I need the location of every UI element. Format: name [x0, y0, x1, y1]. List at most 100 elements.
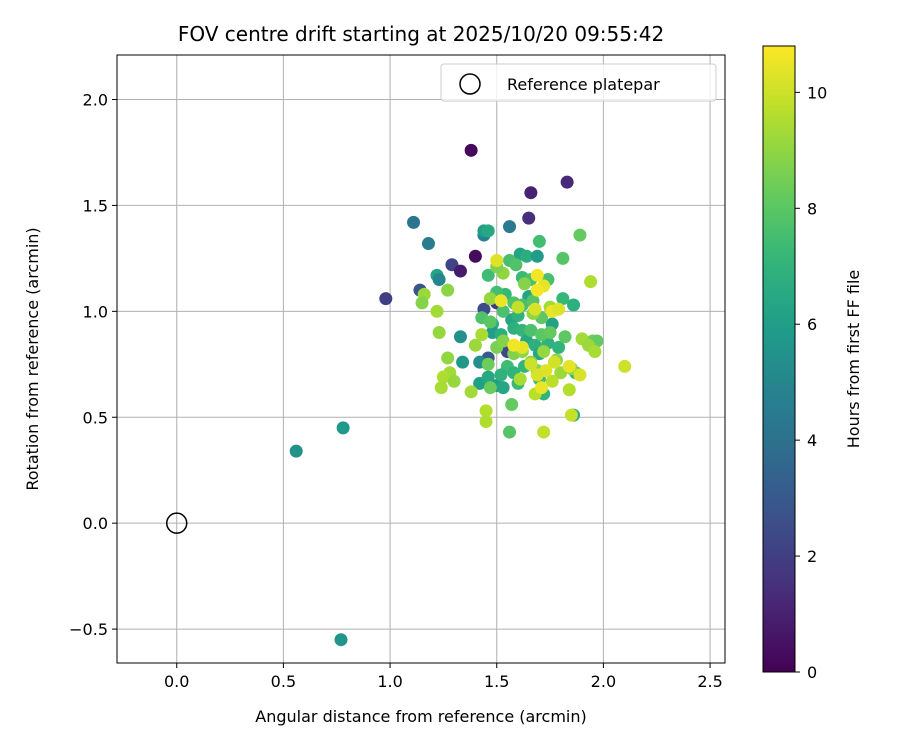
- data-point: [289, 444, 303, 458]
- data-point: [509, 258, 523, 272]
- data-point: [441, 351, 455, 365]
- data-point: [517, 277, 531, 291]
- data-point: [562, 383, 576, 397]
- data-point: [584, 275, 598, 289]
- x-axis-ticks: 0.0 0.5 1.0 1.5 2.0 2.5: [164, 663, 723, 691]
- data-point: [483, 292, 497, 306]
- data-point: [496, 304, 510, 318]
- data-point: [436, 370, 450, 384]
- data-point: [481, 268, 495, 282]
- data-point: [496, 381, 510, 395]
- data-point: [334, 633, 348, 647]
- data-point: [560, 175, 574, 189]
- legend-marker: [459, 73, 481, 95]
- data-point: [530, 249, 544, 263]
- data-point: [520, 249, 534, 263]
- colorbar-tick-label: 4: [807, 431, 817, 450]
- colorbar-tick-label: 10: [807, 83, 827, 102]
- colorbar: [762, 45, 796, 673]
- data-point: [430, 304, 444, 318]
- y-tick-label: 2.0: [83, 90, 108, 109]
- data-point: [537, 425, 551, 439]
- data-point: [494, 294, 508, 308]
- data-point: [468, 338, 482, 352]
- data-point: [588, 345, 602, 359]
- colorbar-ticks: 0 2 4 6 8 10: [795, 83, 827, 682]
- x-tick-label: 1.5: [484, 672, 509, 691]
- data-point: [573, 228, 587, 242]
- data-point: [496, 334, 510, 348]
- data-points: [165, 143, 632, 647]
- colorbar-tick-label: 2: [807, 547, 817, 566]
- data-point: [543, 326, 557, 340]
- data-point: [530, 268, 544, 282]
- x-tick-label: 0.5: [271, 672, 296, 691]
- data-point: [464, 385, 478, 399]
- data-point: [479, 414, 493, 428]
- data-point: [552, 340, 566, 354]
- data-point: [545, 374, 559, 388]
- data-point: [530, 283, 544, 297]
- data-point: [481, 357, 495, 371]
- reference-platepar-marker: [165, 512, 188, 534]
- data-point: [535, 381, 549, 395]
- data-point: [511, 300, 525, 314]
- legend-label: Reference platepar: [507, 75, 660, 94]
- legend: Reference platepar: [440, 63, 717, 102]
- data-point: [524, 186, 538, 200]
- y-axis-label: Rotation from reference (arcmin): [23, 227, 42, 490]
- colorbar-tick-label: 8: [807, 199, 817, 218]
- data-point: [567, 298, 581, 312]
- colorbar-label: Hours from first FF file: [844, 270, 863, 449]
- data-point: [432, 273, 446, 287]
- data-point: [556, 251, 570, 265]
- colorbar-tick-label: 0: [807, 663, 817, 682]
- x-axis-label: Angular distance from reference (arcmin): [255, 707, 586, 726]
- data-point: [336, 421, 350, 435]
- data-point: [464, 143, 478, 157]
- data-point: [490, 253, 504, 267]
- data-point: [573, 368, 587, 382]
- data-point: [524, 357, 538, 371]
- data-point: [407, 215, 421, 229]
- data-point: [434, 381, 448, 395]
- data-point: [528, 302, 542, 316]
- data-point: [618, 359, 632, 373]
- data-point: [524, 323, 538, 337]
- data-point: [503, 220, 517, 234]
- data-point: [547, 355, 561, 369]
- data-point: [483, 315, 497, 329]
- data-point: [558, 330, 572, 344]
- data-point: [432, 326, 446, 340]
- data-point: [505, 398, 519, 412]
- x-tick-label: 2.5: [697, 672, 722, 691]
- y-axis-ticks: −0.5 0.0 0.5 1.0 1.5 2.0: [69, 90, 117, 639]
- data-point: [552, 302, 566, 316]
- data-point: [453, 264, 467, 278]
- data-point: [447, 374, 461, 388]
- data-point: [556, 292, 570, 306]
- data-point: [494, 368, 508, 382]
- data-point: [537, 345, 551, 359]
- data-point: [503, 425, 517, 439]
- data-point: [481, 370, 495, 384]
- legend-box: [440, 63, 717, 102]
- data-point: [564, 408, 578, 422]
- data-point: [562, 359, 576, 373]
- y-tick-label: 1.0: [83, 302, 108, 321]
- data-point: [456, 355, 470, 369]
- data-point: [481, 224, 495, 238]
- data-point: [441, 283, 455, 297]
- y-tick-label: −0.5: [69, 620, 108, 639]
- grid: [117, 55, 725, 663]
- data-point: [522, 211, 536, 225]
- chart-title: FOV centre drift starting at 2025/10/20 …: [178, 22, 664, 46]
- data-point: [453, 330, 467, 344]
- data-point: [513, 372, 527, 386]
- data-point: [530, 368, 544, 382]
- data-point: [421, 237, 435, 251]
- data-point: [468, 249, 482, 263]
- data-point: [479, 404, 493, 418]
- data-point: [532, 234, 546, 248]
